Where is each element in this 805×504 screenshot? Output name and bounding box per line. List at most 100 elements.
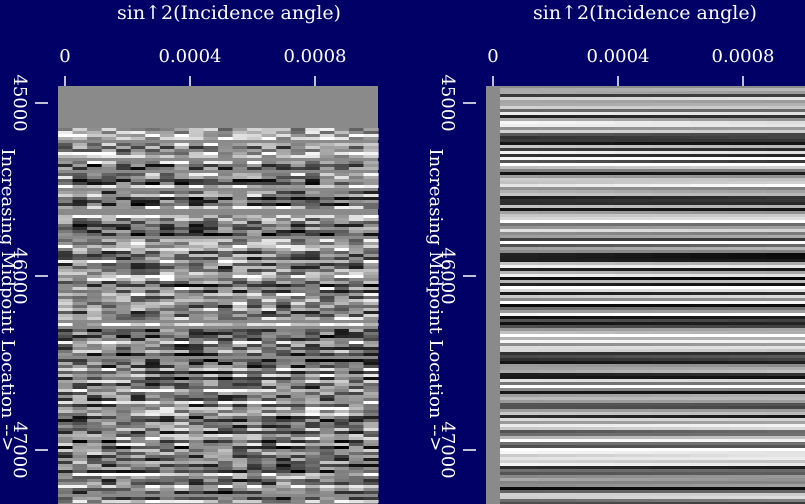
left-amplitude-cell (87, 482, 103, 485)
left-amplitude-cell (261, 389, 277, 392)
right-amplitude-cell (766, 439, 805, 442)
left-amplitude-cell (203, 287, 219, 290)
left-amplitude-cell (276, 416, 292, 419)
left-amplitude-cell (261, 167, 277, 170)
left-amplitude-cell (101, 365, 117, 368)
right-amplitude-cell (614, 277, 654, 280)
right-amplitude-cell (728, 487, 768, 490)
right-amplitude-cell (652, 124, 692, 127)
left-amplitude-cell (101, 254, 117, 257)
left-amplitude-cell (276, 473, 292, 476)
left-amplitude-cell (348, 197, 365, 200)
right-amplitude-cell (538, 337, 577, 340)
left-amplitude-cell (58, 392, 74, 395)
left-amplitude-cell (116, 314, 132, 317)
left-amplitude-cell (319, 431, 335, 434)
left-amplitude-cell (261, 218, 277, 221)
right-amplitude-cell (614, 124, 654, 127)
right-x-tick-label-1: 0.0004 (587, 46, 650, 67)
left-amplitude-cell (348, 455, 365, 458)
left-amplitude-cell (261, 353, 277, 356)
left-amplitude-cell (130, 149, 146, 152)
left-amplitude-cell (247, 191, 263, 194)
left-amplitude-cell (72, 299, 88, 302)
right-amplitude-cell (690, 400, 730, 403)
left-amplitude-cell (203, 314, 219, 317)
left-amplitude-cell (334, 422, 350, 425)
left-amplitude-cell (290, 272, 306, 275)
left-amplitude-cell (174, 230, 190, 233)
right-amplitude-cell (690, 388, 730, 391)
left-amplitude-cell (276, 233, 292, 236)
left-amplitude-cell (116, 299, 132, 302)
right-amplitude-cell (728, 424, 768, 427)
right-amplitude-cell (652, 133, 692, 136)
right-amplitude-cell (500, 319, 539, 322)
left-amplitude-cell (130, 296, 146, 299)
left-amplitude-cell (290, 173, 306, 176)
right-amplitude-cell (728, 124, 768, 127)
left-amplitude-cell (218, 407, 234, 410)
left-amplitude-cell (261, 263, 277, 266)
right-amplitude-cell (652, 181, 692, 184)
right-amplitude-cell (614, 157, 654, 160)
left-amplitude-cell (305, 305, 321, 308)
left-amplitude-cell (218, 200, 234, 203)
right-amplitude-cell (614, 436, 654, 439)
left-amplitude-cell (188, 353, 205, 356)
left-amplitude-cell (290, 152, 306, 155)
left-amplitude-cell (247, 365, 263, 368)
left-amplitude-cell (305, 161, 321, 164)
left-amplitude-cell (305, 293, 321, 296)
left-amplitude-cell (319, 344, 335, 347)
left-amplitude-cell (159, 500, 175, 503)
left-amplitude-cell (290, 284, 306, 287)
right-amplitude-cell (652, 394, 692, 397)
left-amplitude-cell (232, 281, 248, 284)
right-amplitude-cell (614, 499, 654, 502)
right-amplitude-cell (538, 217, 577, 220)
right-amplitude-cell (690, 184, 730, 187)
right-amplitude-cell (728, 265, 768, 268)
right-amplitude-cell (728, 367, 768, 370)
left-amplitude-cell (130, 317, 146, 320)
right-amplitude-cell (538, 370, 577, 373)
left-amplitude-cell (116, 221, 132, 224)
left-amplitude-cell (72, 194, 88, 197)
left-amplitude-cell (159, 461, 175, 464)
left-amplitude-cell (130, 455, 146, 458)
right-amplitude-cell (500, 454, 539, 457)
right-amplitude-cell (652, 277, 692, 280)
left-amplitude-cell (319, 401, 335, 404)
right-amplitude-cell (652, 211, 692, 214)
left-amplitude-cell (116, 329, 132, 332)
left-amplitude-cell (218, 194, 234, 197)
left-amplitude-cell (203, 269, 219, 272)
left-amplitude-cell (203, 164, 219, 167)
right-amplitude-cell (728, 163, 768, 166)
left-amplitude-cell (319, 383, 335, 386)
right-amplitude-cell (766, 310, 805, 313)
left-amplitude-cell (348, 311, 365, 314)
right-amplitude-cell (652, 127, 692, 130)
right-amplitude-cell (614, 502, 654, 504)
left-amplitude-cell (116, 473, 132, 476)
left-amplitude-cell (247, 227, 263, 230)
left-amplitude-cell (348, 191, 365, 194)
left-amplitude-cell (290, 449, 306, 452)
left-amplitude-cell (203, 245, 219, 248)
left-amplitude-cell (58, 260, 74, 263)
left-amplitude-cell (116, 167, 132, 170)
left-amplitude-cell (159, 152, 175, 155)
right-amplitude-cell (728, 325, 768, 328)
left-amplitude-cell (188, 350, 205, 353)
left-amplitude-cell (58, 449, 74, 452)
left-amplitude-cell (130, 500, 146, 503)
right-amplitude-cell (766, 163, 805, 166)
left-amplitude-cell (276, 341, 292, 344)
left-amplitude-cell (101, 488, 117, 491)
left-amplitude-cell (116, 332, 132, 335)
right-amplitude-cell (728, 268, 768, 271)
right-amplitude-cell (500, 103, 539, 106)
right-amplitude-cell (538, 106, 577, 109)
